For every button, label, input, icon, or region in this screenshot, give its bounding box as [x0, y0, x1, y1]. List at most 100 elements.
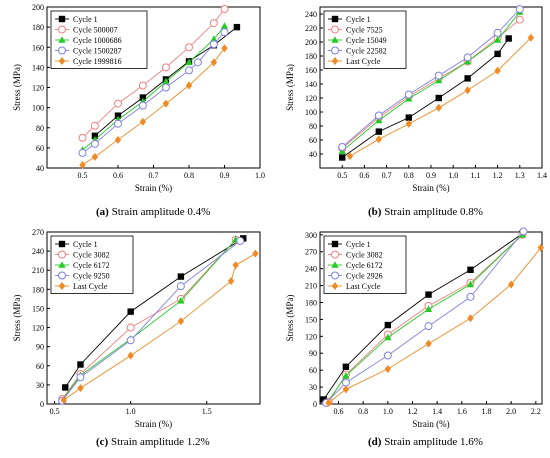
x-tick-label: 1.0 [126, 407, 136, 416]
legend-label: Cycle 3082 [73, 251, 110, 260]
data-point [342, 385, 350, 394]
y-tick-label: 150 [32, 304, 44, 313]
data-point [494, 66, 501, 75]
x-axis-label: Strain (%) [412, 183, 449, 193]
data-point [193, 58, 202, 67]
y-tick-label: 210 [32, 266, 44, 275]
series-line [82, 48, 225, 166]
legend-label: Cycle 6172 [346, 261, 383, 270]
data-point [464, 75, 471, 82]
series-line [82, 25, 225, 151]
data-point [233, 23, 241, 31]
legend-marker [331, 282, 339, 290]
caption-d-text: Strain amplitude 1.6% [384, 436, 483, 448]
data-point [505, 35, 512, 42]
legend-label: Cycle 7525 [346, 26, 383, 35]
data-point [162, 77, 170, 85]
data-point [341, 378, 350, 387]
data-point [467, 314, 474, 323]
y-axis-label: Stress (MPa) [12, 64, 22, 111]
y-tick-label: 220 [305, 24, 317, 33]
y-tick-label: 160 [32, 43, 44, 52]
legend-marker [331, 25, 339, 34]
data-point [185, 81, 193, 90]
data-point [185, 58, 193, 66]
y-tick-label: 300 [305, 231, 317, 240]
y-tick-label: 60 [36, 144, 44, 153]
data-point [177, 317, 185, 326]
y-tick-label: 40 [309, 150, 317, 159]
y-tick-label: 120 [305, 332, 317, 341]
data-point [161, 63, 170, 72]
x-tick-label: 0.7 [149, 171, 159, 180]
x-tick-label: 1.2 [408, 407, 418, 416]
legend-label: Cycle 1500287 [73, 47, 122, 56]
chart-panel-c: 0.5 1.0 1.5 0 30 60 90 120 150 180 210 240 270 Strain… [12, 228, 261, 429]
data-point [424, 322, 433, 331]
series-line [323, 233, 523, 400]
data-point [127, 308, 134, 315]
y-tick-label: 180 [305, 298, 317, 307]
data-point [114, 135, 122, 144]
x-axis-label: Strain (%) [135, 419, 172, 429]
y-tick-label: 120 [305, 94, 317, 103]
data-point [126, 323, 135, 332]
x-tick-label: 0.8 [184, 171, 194, 180]
chart-panel-d: 0.6 0.8 1.0 1.2 1.4 1.6 1.8 2.0 2.2 0 30 60 90 120 150… [285, 227, 544, 429]
data-point [139, 94, 147, 101]
data-point [320, 396, 327, 403]
caption-c: (c) Strain amplitude 1.2% [96, 436, 210, 448]
data-point [90, 121, 99, 130]
x-tick-label: 1.6 [457, 407, 467, 416]
data-point [78, 148, 87, 157]
chart-panel-b: 0.5 0.6 0.7 0.8 0.9 1.0 1.1 1.2 1.3 1.4 40 60 80 100 1… [285, 5, 547, 193]
legend-marker [58, 240, 66, 248]
series-line [325, 231, 524, 404]
legend-label: Last Cycle [346, 57, 381, 66]
y-tick-label: 40 [36, 164, 44, 173]
x-tick-label: 0.5 [78, 171, 88, 180]
data-point [126, 336, 135, 345]
y-tick-label: 0 [40, 400, 44, 409]
legend-label: Cycle 2926 [346, 272, 383, 281]
y-tick-label: 80 [309, 122, 317, 131]
y-tick-label: 60 [309, 366, 317, 375]
data-point [375, 116, 383, 124]
data-point [210, 58, 218, 67]
legend-marker [58, 25, 66, 34]
y-tick-label: 120 [32, 84, 44, 93]
data-point [435, 76, 443, 84]
data-point [227, 277, 235, 286]
data-point [252, 249, 259, 258]
x-tick-label: 0.9 [220, 171, 230, 180]
x-tick-label: 1.5 [202, 407, 212, 416]
data-point [507, 280, 515, 289]
legend-marker [58, 36, 66, 43]
data-point [60, 396, 67, 405]
legend-label: Cycle 3082 [346, 251, 383, 260]
data-point [424, 305, 433, 313]
legend-label: Cycle 15049 [346, 36, 387, 45]
legend-label: Cycle 1 [346, 15, 371, 24]
x-tick-label: 1.1 [470, 171, 480, 180]
data-point [114, 99, 122, 108]
legend-label: Cycle 6172 [73, 261, 110, 270]
x-tick-label: 1.0 [255, 171, 265, 180]
y-tick-label: 200 [32, 3, 44, 12]
data-point [62, 384, 69, 391]
data-point [91, 132, 99, 139]
data-point [425, 291, 432, 298]
x-tick-label: 1.0 [448, 171, 458, 180]
data-point [325, 398, 332, 407]
data-point [185, 66, 193, 75]
data-point [466, 292, 475, 301]
y-tick-label: 180 [305, 52, 317, 61]
data-point [434, 71, 443, 80]
legend-marker [58, 57, 66, 65]
legend-marker [58, 261, 66, 268]
data-point [519, 227, 528, 236]
legend-label: Cycle 500007 [73, 26, 118, 35]
data-point [515, 15, 524, 24]
legend-marker [58, 250, 66, 259]
